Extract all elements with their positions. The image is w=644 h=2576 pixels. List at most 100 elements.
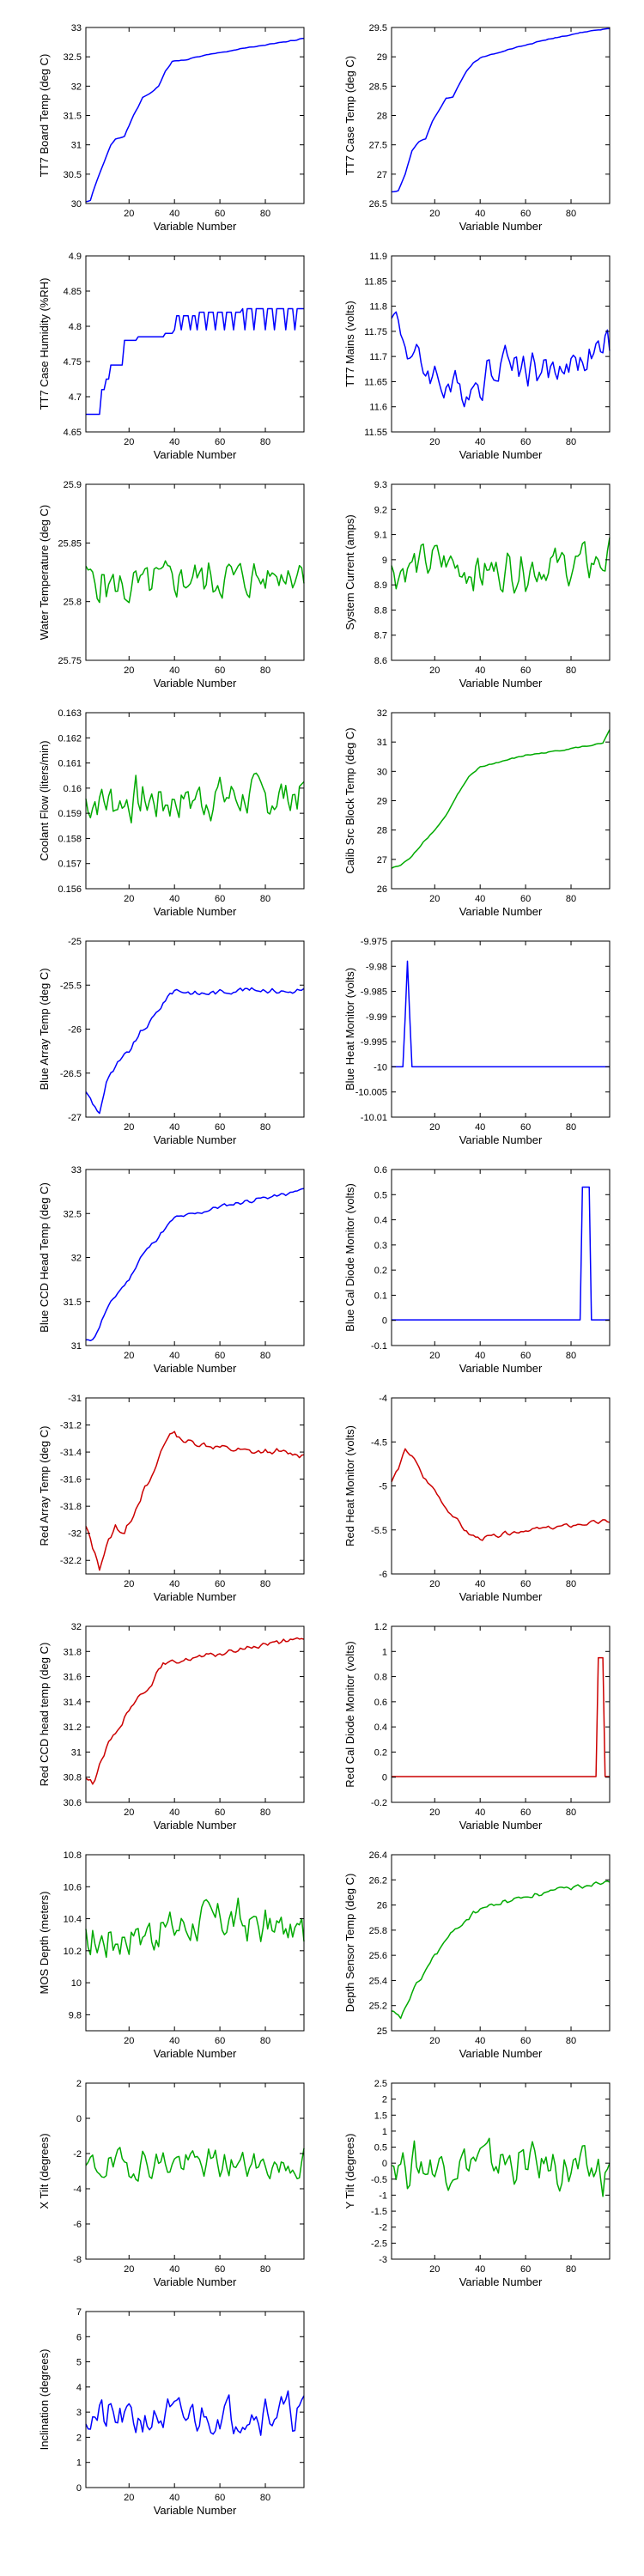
y-tick-label: 8.8 [374, 605, 387, 616]
series-line-p21-0 [85, 2390, 305, 2436]
y-tick-label: 10.6 [64, 1882, 82, 1893]
x-axis-label: Variable Number [459, 1590, 543, 1603]
y-tick-label: 3 [76, 2408, 82, 2418]
chart-panel-p16: 20 40 60 80 -0.2 0 0.2 0.4 0.6 0.8 1 1.2 Variable Nu… [343, 1622, 611, 1832]
y-tick-label: -4 [73, 2184, 82, 2195]
y-tick-label: 29 [377, 52, 387, 63]
plot-frame-p2 [391, 27, 611, 204]
x-tick-label: 80 [260, 2036, 270, 2046]
y-tick-label: -9.985 [361, 987, 387, 998]
plot-frame-p1 [85, 27, 305, 204]
y-tick-label: -4.5 [371, 1437, 387, 1448]
y-tick-label: 0.162 [58, 733, 82, 744]
y-axis-label: Red Array Temp (deg C) [38, 1426, 51, 1546]
x-tick-label: 60 [215, 1122, 225, 1133]
y-tick-label: -31.2 [60, 1421, 82, 1431]
chart-panel-p15: 20 40 60 80 30.6 30.8 31 31.2 31.4 31.6 31.8 32 Vari… [38, 1622, 305, 1832]
y-tick-label: 9.2 [374, 505, 387, 515]
x-axis-label: Variable Number [154, 677, 237, 690]
x-tick-label: 40 [475, 437, 485, 447]
x-tick-label: 40 [475, 209, 485, 219]
y-tick-label: 11.9 [369, 252, 387, 262]
x-tick-label: 20 [124, 1579, 134, 1589]
chart-panel-p5: 20 40 60 80 25.75 25.8 25.85 25.9 Variable Numbe… [38, 480, 305, 690]
x-tick-label: 60 [215, 2036, 225, 2046]
y-tick-label: 7 [76, 2307, 82, 2318]
y-tick-label: -3 [379, 2255, 387, 2265]
y-tick-label: 0.158 [58, 834, 82, 844]
plot-frame-p18 [391, 1854, 611, 2032]
x-tick-label: 60 [215, 1351, 225, 1361]
x-tick-label: 20 [429, 2264, 440, 2275]
chart-panel-p20: 20 40 60 80 -3 -2.5 -2 -1.5 -1 -0.5 0 0.5 1 1.5 2 2.5 Va… [343, 2079, 611, 2288]
x-tick-label: 60 [520, 2036, 531, 2046]
x-tick-label: 20 [124, 894, 134, 904]
x-tick-label: 60 [520, 1579, 531, 1589]
y-tick-label: 30.5 [64, 170, 82, 180]
x-tick-label: 40 [169, 1122, 179, 1133]
y-axis-label: Inclination (degrees) [38, 2349, 51, 2451]
plot-frame-p4 [391, 255, 611, 433]
series-line-p10-0 [392, 960, 610, 1068]
y-tick-label: -6 [73, 2220, 82, 2230]
series-line-p17-0 [85, 1897, 305, 1959]
x-tick-label: 20 [429, 1579, 440, 1589]
y-tick-label: 0.3 [374, 1241, 387, 1251]
plot-frame-p3 [85, 255, 305, 433]
x-tick-label: 40 [475, 894, 485, 904]
y-tick-label: 11.65 [364, 377, 387, 387]
y-tick-label: 31.8 [64, 1647, 82, 1657]
x-tick-label: 80 [260, 2264, 270, 2275]
series-line-p2-0 [391, 27, 610, 193]
series-line-p12-0 [392, 1186, 610, 1321]
y-tick-label: 8.7 [374, 631, 387, 641]
y-tick-label: 0.8 [374, 1673, 387, 1683]
y-tick-label: 29.5 [369, 23, 387, 33]
y-tick-label: 0.6 [374, 1165, 387, 1176]
y-tick-label: 26 [377, 1901, 387, 1911]
y-axis-label: Blue Heat Monitor (volts) [343, 968, 356, 1091]
x-tick-label: 20 [429, 209, 440, 219]
y-tick-label: 0.2 [374, 1747, 387, 1758]
y-tick-label: 28 [377, 826, 387, 836]
x-tick-label: 60 [520, 2264, 531, 2275]
x-axis-label: Variable Number [154, 2275, 237, 2288]
x-tick-label: 20 [124, 2264, 134, 2275]
y-tick-label: -27 [68, 1113, 82, 1123]
y-tick-label: 0.1 [374, 1291, 387, 1301]
chart-panel-p11: 20 40 60 80 31 31.5 32 32.5 33 Variable Number Blu… [38, 1165, 305, 1375]
x-tick-label: 40 [475, 665, 485, 676]
x-tick-label: 80 [566, 1122, 576, 1133]
y-tick-label: 26.2 [369, 1875, 387, 1886]
x-tick-label: 80 [566, 1807, 576, 1818]
x-tick-label: 40 [169, 1579, 179, 1589]
y-tick-label: 0.5 [374, 1190, 387, 1200]
y-tick-label: 9.8 [69, 2010, 82, 2020]
x-tick-label: 20 [429, 437, 440, 447]
series-line-p18-0 [391, 1880, 611, 2020]
series-line-p1-0 [85, 37, 305, 203]
y-tick-label: 0.4 [374, 1216, 387, 1226]
y-tick-label: 0.157 [58, 860, 82, 870]
y-tick-label: -9.98 [366, 962, 387, 972]
y-tick-label: 0.16 [64, 784, 82, 794]
y-tick-label: -31 [68, 1394, 82, 1404]
x-tick-label: 40 [475, 1807, 485, 1818]
y-tick-label: 0.6 [374, 1698, 387, 1708]
y-tick-label: -5 [379, 1482, 387, 1492]
series-line-p9-0 [85, 987, 305, 1115]
x-tick-label: 20 [429, 1351, 440, 1361]
y-axis-label: Coolant Flow (liters/min) [38, 740, 51, 860]
y-tick-label: -0.5 [371, 2175, 387, 2185]
y-tick-label: 31.6 [64, 1673, 82, 1683]
y-tick-label: 4.85 [64, 287, 82, 297]
series-line-p5-0 [85, 560, 305, 604]
x-axis-label: Variable Number [154, 1590, 237, 1603]
series-line-p6-0 [391, 537, 611, 594]
y-tick-label: 2 [76, 2433, 82, 2443]
y-tick-label: 27 [377, 855, 387, 866]
plot-frame-p5 [85, 483, 305, 661]
x-tick-label: 20 [124, 209, 134, 219]
y-tick-label: 0.5 [374, 2143, 387, 2154]
x-tick-label: 20 [124, 2493, 134, 2503]
